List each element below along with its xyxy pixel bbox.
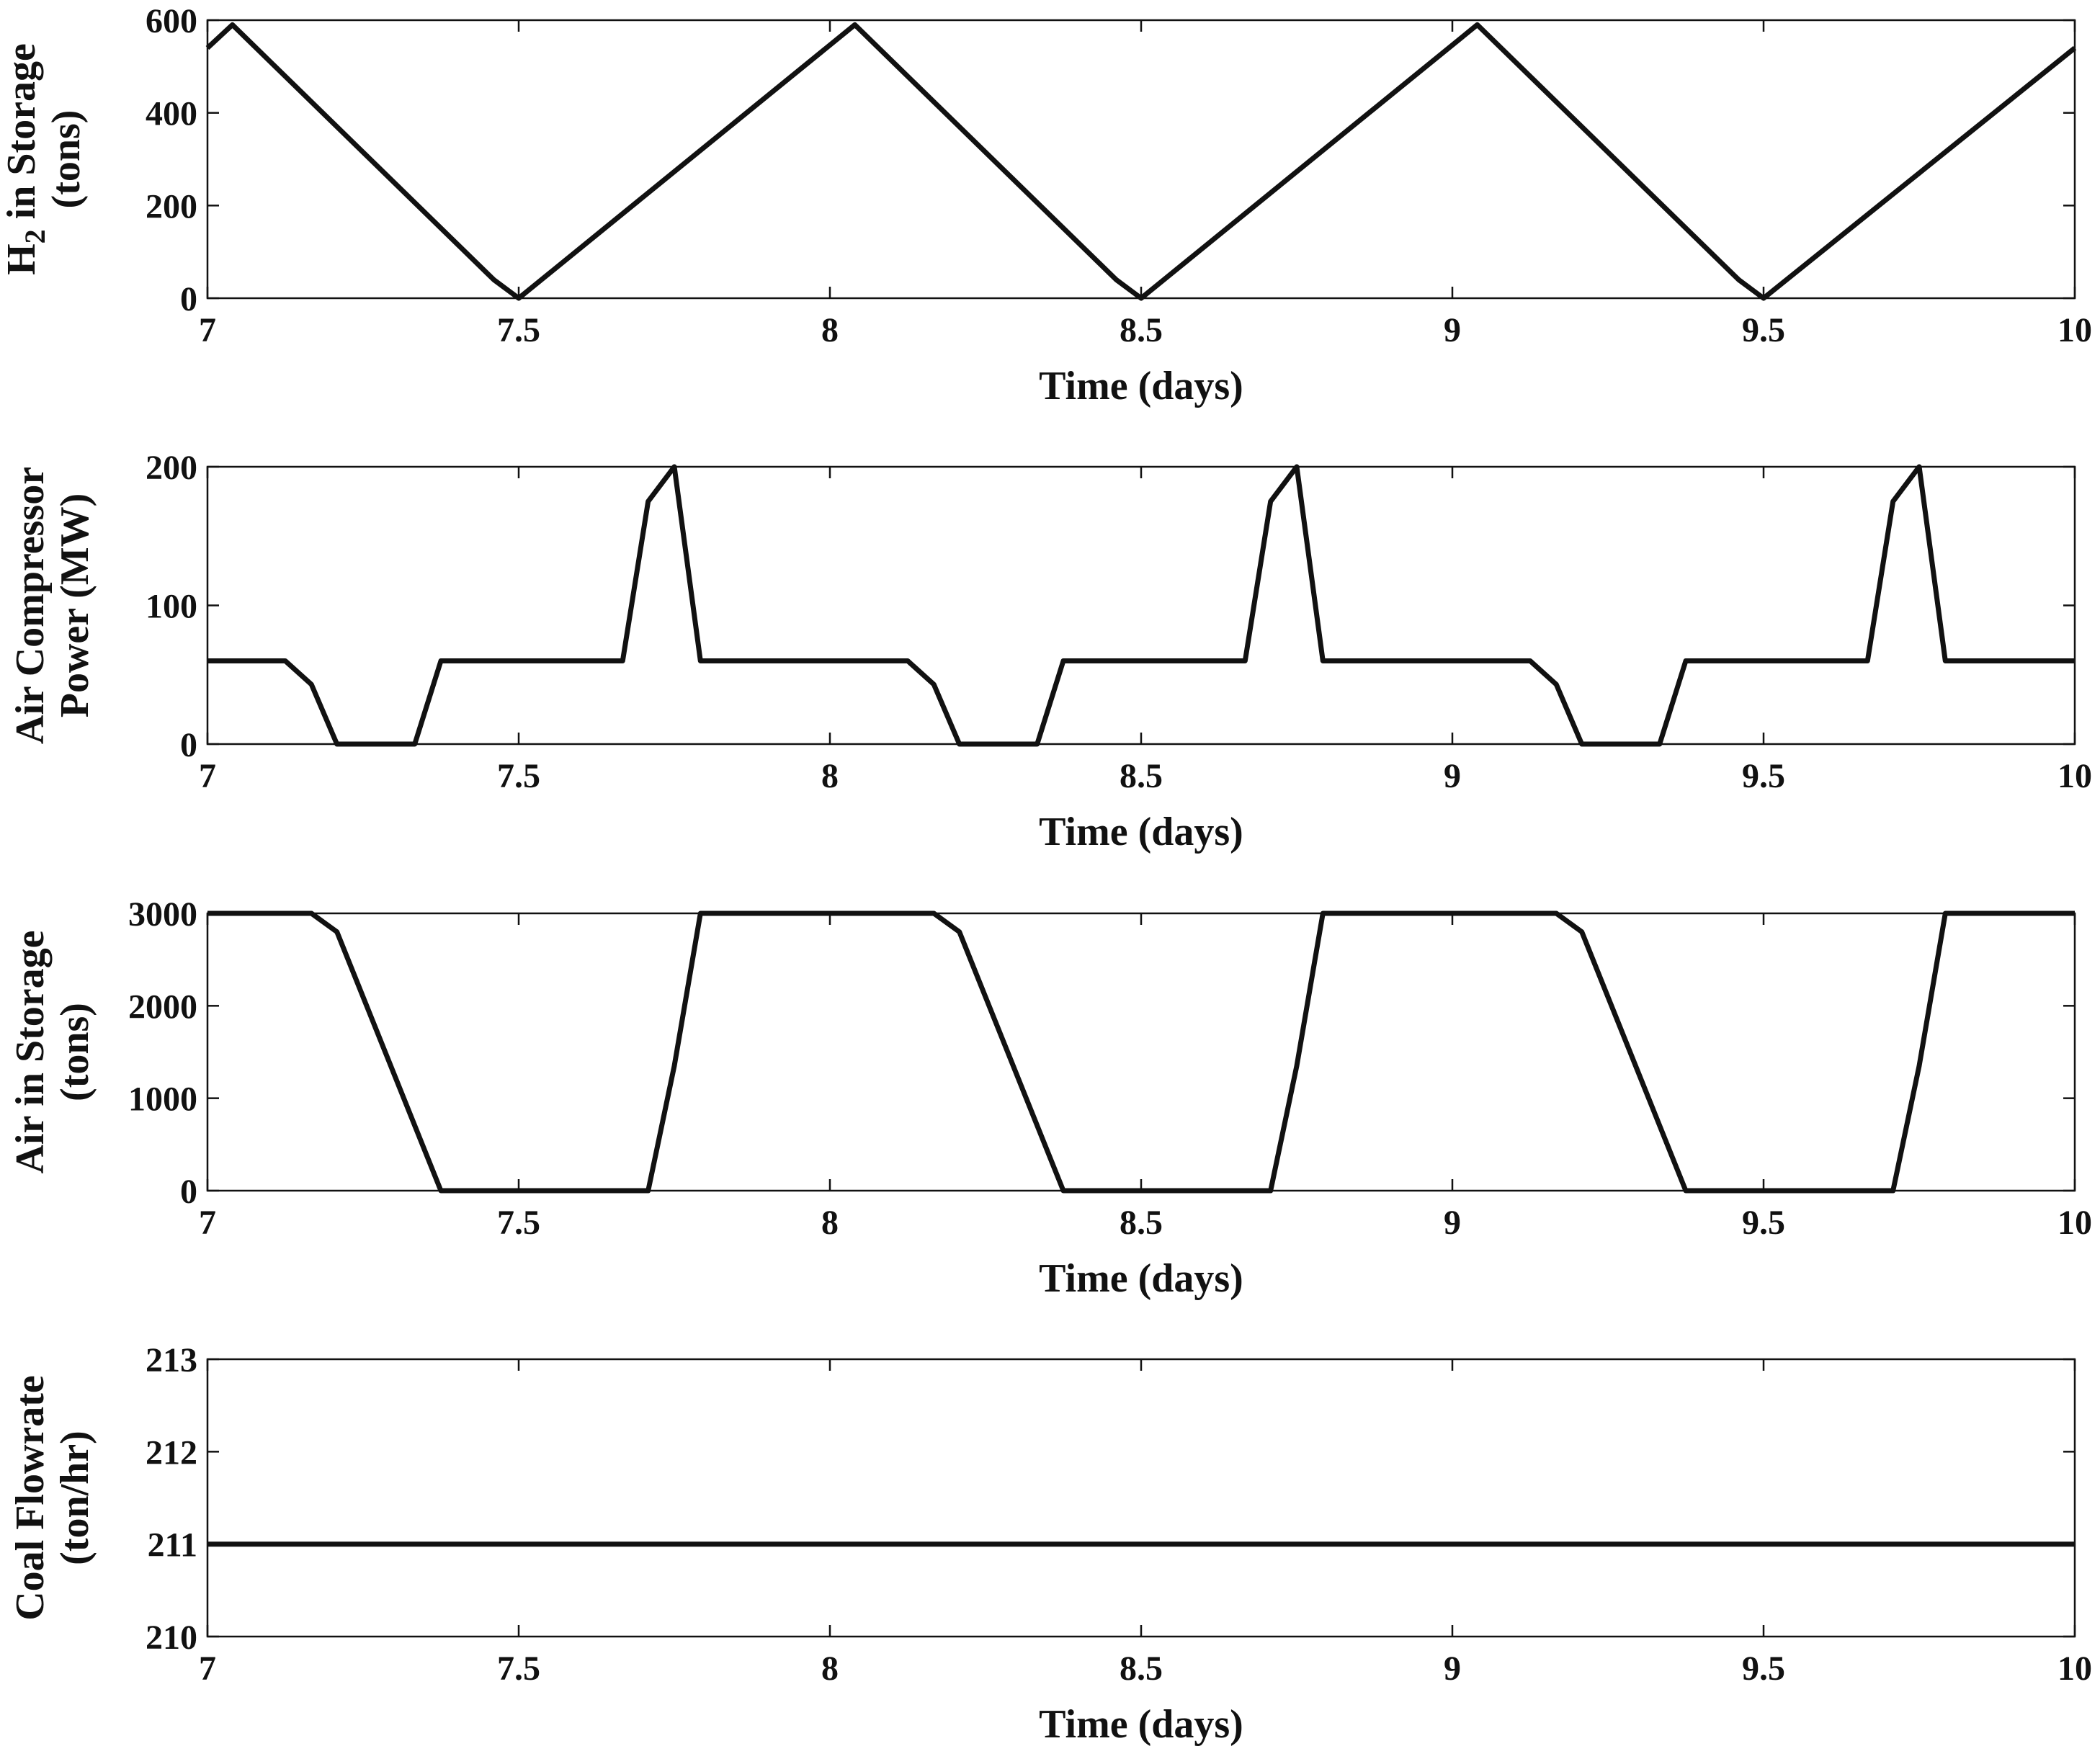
x-tick-label: 8.5 — [1120, 1204, 1163, 1242]
y-tick-label: 3000 — [128, 895, 197, 934]
x-tick-label: 9.5 — [1742, 1650, 1785, 1688]
x-tick-label: 7 — [199, 1204, 216, 1242]
x-tick-label: 7 — [199, 757, 216, 795]
x-tick-label: 8.5 — [1120, 1650, 1163, 1688]
x-axis-label: Time (days) — [1039, 1702, 1243, 1747]
y-tick-label: 1000 — [128, 1080, 197, 1119]
x-tick-label: 7.5 — [497, 311, 540, 349]
y-tick-label: 211 — [148, 1526, 197, 1565]
x-tick-label: 7.5 — [497, 757, 540, 795]
y-axis-label-line: Air in Storage — [8, 930, 53, 1173]
y-axis-label: H2 in Storage(tons) — [0, 43, 89, 275]
y-tick-label: 200 — [146, 187, 197, 225]
y-axis-label-line: Coal Flowrate — [8, 1375, 53, 1621]
y-axis-label-line: Air Compressor — [8, 467, 53, 744]
y-axis-label: Air in Storage(tons) — [8, 930, 97, 1173]
series-line — [207, 910, 2075, 1194]
y-tick-label: 400 — [146, 95, 197, 133]
panel-4: 7 7.5 8 8.5 9 9.5 10 210 211 212 213 Time (days) Coa… — [8, 1341, 2092, 1747]
axes-box — [206, 1358, 2076, 1638]
x-tick-label: 9 — [1444, 1204, 1461, 1242]
x-tick-label: 9 — [1444, 757, 1461, 795]
y-axis-label: Coal Flowrate(ton/hr) — [8, 1375, 97, 1621]
y-axis-label-line: Power (MW) — [53, 493, 97, 718]
y-axis-label-line: (tons) — [53, 1003, 97, 1101]
x-axis-label: Time (days) — [1039, 810, 1243, 854]
y-tick-label: 213 — [146, 1341, 197, 1379]
x-tick-label: 8 — [821, 1650, 839, 1688]
x-tick-label: 8 — [821, 311, 839, 349]
y-axis-label-line: (tons) — [44, 110, 89, 209]
y-tick-label: 212 — [146, 1433, 197, 1472]
x-axis-label: Time (days) — [1039, 364, 1243, 408]
panel-3: 7 7.5 8 8.5 9 9.5 10 0 1000 2000 3000 Time (days) Ai… — [8, 895, 2092, 1301]
y-axis-label-line: H — [0, 243, 44, 275]
x-tick-label: 8.5 — [1120, 311, 1163, 349]
x-tick-label: 9 — [1444, 311, 1461, 349]
y-tick-label: 0 — [180, 726, 197, 764]
y-axis-label-subscript: 2 — [19, 229, 51, 243]
x-axis-label: Time (days) — [1039, 1256, 1243, 1301]
y-axis-label-line: in Storage — [0, 43, 44, 229]
x-tick-label: 10 — [2057, 757, 2092, 795]
y-tick-label: 600 — [146, 2, 197, 40]
axes-box — [206, 465, 2076, 746]
x-tick-label: 9 — [1444, 1650, 1461, 1688]
x-tick-label: 7.5 — [497, 1204, 540, 1242]
y-tick-label: 210 — [146, 1619, 197, 1657]
x-tick-label: 9.5 — [1742, 1204, 1785, 1242]
x-tick-label: 10 — [2057, 1204, 2092, 1242]
panel-1: 7 7.5 8 8.5 9 9.5 10 0 200 400 600 Time (days) H2 in… — [0, 2, 2092, 408]
x-tick-label: 7 — [199, 1650, 216, 1688]
y-tick-label: 0 — [180, 1173, 197, 1211]
x-tick-label: 8.5 — [1120, 757, 1163, 795]
axes-box — [206, 19, 2076, 300]
y-axis-label-line: (ton/hr) — [53, 1431, 97, 1565]
y-tick-label: 0 — [180, 280, 197, 318]
x-tick-label: 7 — [199, 311, 216, 349]
x-tick-label: 10 — [2057, 1650, 2092, 1688]
y-tick-label: 2000 — [128, 988, 197, 1026]
series-line — [207, 464, 2075, 747]
axes-box — [206, 912, 2076, 1192]
x-tick-label: 7.5 — [497, 1650, 540, 1688]
x-tick-label: 8 — [821, 757, 839, 795]
x-tick-label: 10 — [2057, 311, 2092, 349]
y-tick-label: 100 — [146, 588, 197, 626]
y-tick-label: 200 — [146, 449, 197, 487]
y-axis-label: Air CompressorPower (MW) — [8, 467, 97, 744]
x-tick-label: 8 — [821, 1204, 839, 1242]
x-tick-label: 9.5 — [1742, 757, 1785, 795]
series-line — [205, 22, 2077, 301]
x-tick-label: 9.5 — [1742, 311, 1785, 349]
